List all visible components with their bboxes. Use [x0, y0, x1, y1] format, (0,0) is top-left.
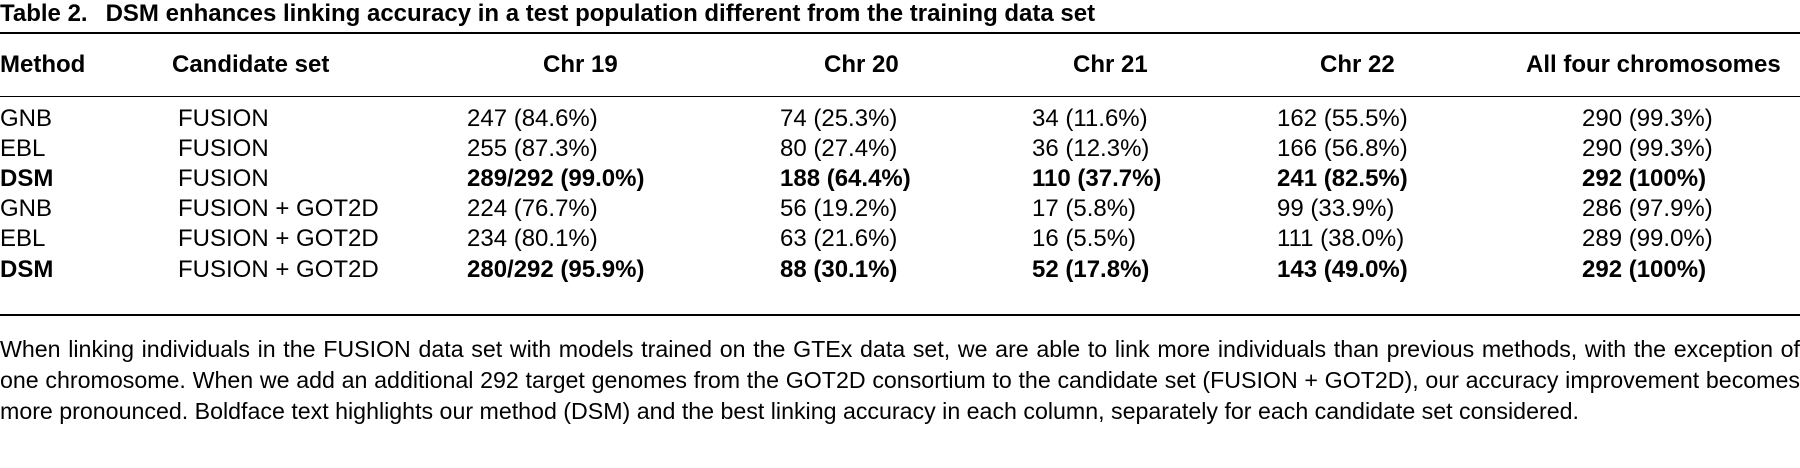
cell-candidate-set: FUSION + GOT2D [178, 195, 379, 222]
cell-chr19: 280/292 (95.9%) [467, 256, 645, 283]
cell-chr19: 247 (84.6%) [467, 105, 598, 132]
cell-chr22: 143 (49.0%) [1277, 256, 1408, 283]
cell-all-four: 286 (97.9%) [1582, 195, 1713, 222]
cell-all-four: 292 (100%) [1582, 256, 1707, 283]
cell-chr20: 88 (30.1%) [780, 256, 898, 283]
bottom-rule [0, 314, 1800, 316]
cell-all-four: 292 (100%) [1582, 165, 1707, 192]
table-title-text: DSM enhances linking accuracy in a test … [105, 0, 1096, 27]
cell-chr21: 52 (17.8%) [1032, 256, 1150, 283]
cell-chr22: 111 (38.0%) [1277, 225, 1405, 252]
cell-chr19: 224 (76.7%) [467, 195, 598, 222]
cell-all-four: 290 (99.3%) [1582, 135, 1713, 162]
cell-chr21: 16 (5.5%) [1032, 225, 1137, 252]
table-label: Table 2. [0, 0, 88, 27]
cell-candidate-set: FUSION [178, 165, 269, 192]
cell-chr19: 234 (80.1%) [467, 225, 598, 252]
cell-candidate-set: FUSION + GOT2D [178, 225, 379, 252]
cell-candidate-set: FUSION [178, 135, 269, 162]
cell-chr20: 56 (19.2%) [780, 195, 898, 222]
cell-method: EBL [0, 225, 46, 252]
cell-chr22: 241 (82.5%) [1277, 165, 1408, 192]
cell-chr20: 63 (21.6%) [780, 225, 898, 252]
cell-method: DSM [0, 256, 54, 283]
header-method: Method [0, 51, 86, 78]
cell-chr19: 255 (87.3%) [467, 135, 598, 162]
cell-chr19: 289/292 (99.0%) [467, 165, 645, 192]
cell-chr22: 99 (33.9%) [1277, 195, 1395, 222]
cell-chr21: 34 (11.6%) [1032, 105, 1148, 132]
header-chr22: Chr 22 [1320, 51, 1395, 78]
cell-chr21: 17 (5.8%) [1032, 195, 1137, 222]
cell-method: GNB [0, 105, 53, 132]
top-rule [0, 32, 1800, 34]
cell-all-four: 289 (99.0%) [1582, 225, 1713, 252]
header-rule [0, 96, 1800, 97]
table-caption: When linking individuals in the FUSION d… [0, 336, 1800, 424]
cell-method: GNB [0, 195, 53, 222]
header-all-four: All four chromosomes [1526, 51, 1781, 78]
cell-method: DSM [0, 165, 54, 192]
cell-chr20: 80 (27.4%) [780, 135, 898, 162]
cell-chr21: 36 (12.3%) [1032, 135, 1150, 162]
header-chr20: Chr 20 [824, 51, 899, 78]
cell-chr21: 110 (37.7%) [1032, 165, 1162, 192]
cell-candidate-set: FUSION [178, 105, 269, 132]
table-title: Table 2. DSM enhances linking accuracy in… [0, 0, 1800, 28]
cell-chr22: 162 (55.5%) [1277, 105, 1408, 132]
cell-chr20: 74 (25.3%) [780, 105, 898, 132]
cell-chr22: 166 (56.8%) [1277, 135, 1408, 162]
header-chr19: Chr 19 [543, 51, 618, 78]
cell-method: EBL [0, 135, 46, 162]
cell-chr20: 188 (64.4%) [780, 165, 911, 192]
cell-candidate-set: FUSION + GOT2D [178, 256, 379, 283]
cell-all-four: 290 (99.3%) [1582, 105, 1713, 132]
header-chr21: Chr 21 [1073, 51, 1148, 78]
header-candidate-set: Candidate set [172, 51, 330, 78]
